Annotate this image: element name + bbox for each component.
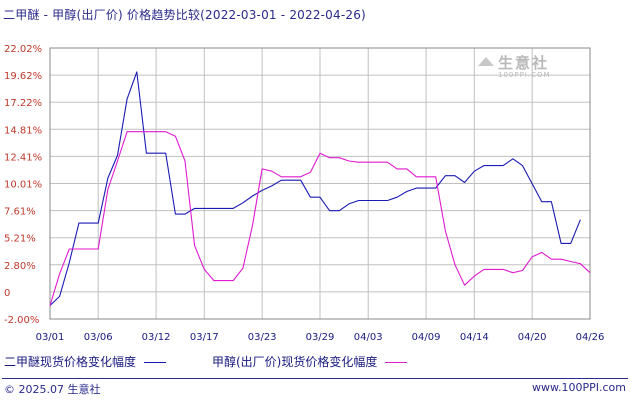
footer-site-link[interactable]: www.100PPI.com [532, 381, 626, 394]
house-icon [478, 57, 494, 66]
legend-label-series1: 二甲醚现货价格变化幅度 [4, 355, 137, 369]
y-tick-label: 17.22% [4, 98, 42, 109]
x-tick-label: 04/14 [460, 332, 489, 343]
x-tick-label: 03/17 [190, 332, 219, 343]
legend-item-series1: 二甲醚现货价格变化幅度 [4, 353, 167, 370]
x-axis-ticks: 03/01 03/06 03/12 03/17 03/23 03/29 04/03 04/09… [36, 332, 605, 343]
legend-item-series2: 甲醇(出厂价)现货价格变化幅度 [212, 353, 408, 370]
y-tick-label: 19.62% [4, 71, 42, 82]
x-tick-label: 03/01 [36, 332, 65, 343]
x-tick-label: 04/03 [354, 332, 383, 343]
series-line-1 [49, 71, 581, 306]
y-tick-label: 14.81% [4, 125, 42, 136]
chart-title: 二甲醚 - 甲醇(出厂价) 价格趋势比较(2022-03-01 - 2022-0… [3, 8, 366, 22]
x-tick-label: 03/29 [306, 332, 335, 343]
legend-swatch-series1 [144, 362, 167, 363]
x-tick-label: 04/26 [576, 332, 605, 343]
watermark-logo: 生意社 100PPI.COM [478, 52, 551, 79]
y-tick-label: 12.41% [4, 152, 42, 163]
x-tick-label: 03/23 [248, 332, 277, 343]
legend-label-series2: 甲醇(出厂价)现货价格变化幅度 [212, 355, 378, 369]
y-tick-label: 10.01% [4, 180, 42, 191]
plot-frame [49, 47, 591, 320]
legend-swatch-series2 [385, 362, 408, 363]
x-tick-label: 04/20 [518, 332, 547, 343]
x-tick-label: 04/09 [412, 332, 441, 343]
x-tick-label: 03/06 [84, 332, 113, 343]
price-trend-chart: 22.02% 19.62% 17.22% 14.81% 12.41% 10.01% 7.61… [4, 44, 605, 343]
y-tick-label: 22.02% [4, 44, 42, 55]
watermark-brand: 生意社 [498, 54, 550, 72]
y-tick-label: -2.00% [4, 315, 39, 326]
series-line-2 [49, 131, 591, 306]
x-tick-label: 03/12 [142, 332, 171, 343]
y-tick-label: 7.61% [4, 207, 36, 218]
footer-copyright: © 2025.07 生意社 [4, 383, 101, 396]
series-lines [49, 71, 591, 306]
footer: © 2025.07 生意社 www.100PPI.com [0, 376, 640, 400]
y-tick-label: 0 [4, 288, 10, 299]
watermark-url: 100PPI.COM [498, 71, 551, 79]
y-tick-label: 2.80% [4, 261, 36, 272]
footer-divider [2, 378, 628, 379]
y-tick-label: 5.21% [4, 234, 36, 245]
y-axis-ticks: 22.02% 19.62% 17.22% 14.81% 12.41% 10.01% 7.61… [4, 44, 42, 326]
